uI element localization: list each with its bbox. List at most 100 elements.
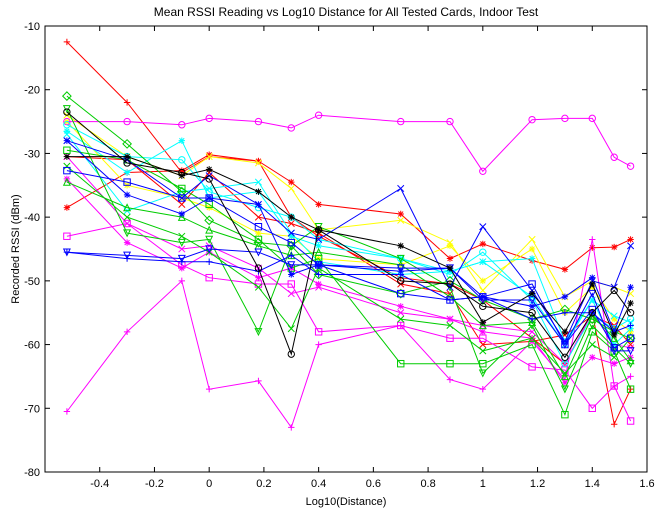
data-point [479, 328, 487, 336]
data-point [63, 248, 71, 256]
data-point [288, 271, 295, 278]
data-point [288, 178, 295, 186]
data-point [123, 229, 132, 238]
data-point [589, 244, 596, 251]
data-point [255, 274, 262, 281]
y-tick-label: -10 [24, 21, 40, 33]
data-point [205, 175, 213, 183]
data-point [589, 280, 596, 288]
data-point [205, 153, 213, 161]
data-point [287, 219, 295, 228]
data-point [287, 124, 295, 132]
data-point [204, 215, 215, 226]
data-point [446, 264, 454, 272]
data-point [561, 309, 569, 316]
x-tick-label: 0.2 [256, 478, 271, 490]
data-point [205, 245, 214, 254]
data-point [287, 325, 295, 333]
data-point [626, 385, 635, 393]
data-point [479, 302, 487, 311]
data-point [528, 290, 536, 297]
data-point [528, 340, 536, 349]
data-point [446, 117, 454, 126]
data-point [610, 153, 618, 161]
data-point [123, 219, 131, 228]
data-point [560, 372, 569, 381]
data-point [123, 239, 131, 246]
y-tick-label: -40 [24, 212, 40, 224]
data-point [397, 216, 405, 224]
data-point [479, 341, 487, 349]
x-tick-label: 0.6 [366, 478, 381, 490]
data-point [610, 312, 618, 320]
data-point [589, 354, 596, 361]
data-point [528, 317, 537, 326]
data-point [63, 204, 71, 211]
data-point [314, 247, 323, 256]
data-point [123, 219, 131, 228]
data-point [446, 296, 454, 304]
data-point [63, 166, 71, 175]
data-point [446, 255, 454, 262]
x-tick-label: -0.4 [90, 478, 109, 490]
x-tick-label: -0.2 [145, 478, 164, 490]
data-point [627, 242, 635, 250]
data-point [626, 334, 635, 342]
data-point [479, 319, 487, 326]
data-point [177, 212, 186, 221]
data-point [123, 203, 132, 212]
data-point [255, 188, 262, 195]
data-point [528, 115, 536, 124]
data-point [288, 233, 295, 240]
data-point [561, 410, 569, 419]
data-point [397, 117, 405, 126]
data-point [589, 236, 596, 243]
data-point [610, 243, 618, 251]
data-point [446, 359, 454, 368]
data-point [315, 226, 322, 234]
data-point [178, 277, 186, 285]
data-point [288, 424, 295, 431]
data-point [589, 274, 596, 281]
data-point [560, 340, 569, 349]
data-point [626, 162, 635, 170]
data-point [315, 242, 322, 250]
data-point [123, 328, 131, 336]
data-point [479, 347, 487, 355]
data-point [205, 114, 213, 123]
data-point [528, 309, 536, 317]
x-tick-label: 0 [206, 478, 212, 490]
data-point [255, 377, 262, 385]
data-point [254, 248, 263, 257]
y-tick-label: -80 [24, 467, 40, 479]
data-point [287, 229, 295, 237]
data-point [61, 91, 72, 101]
data-point [445, 275, 455, 286]
data-point [314, 328, 323, 336]
data-point [478, 321, 487, 330]
data-point [610, 333, 619, 342]
data-point [397, 184, 405, 193]
data-point [205, 194, 213, 202]
data-point [178, 121, 186, 129]
series-line [66, 248, 631, 352]
data-point [588, 289, 597, 298]
plot-area [44, 25, 648, 473]
data-point [610, 353, 618, 361]
data-point [315, 280, 322, 288]
data-point [627, 373, 634, 380]
data-point [446, 315, 454, 323]
data-point [254, 264, 263, 272]
data-point [63, 162, 71, 170]
data-point [254, 223, 263, 231]
data-point [588, 114, 596, 123]
data-point [610, 347, 619, 356]
data-point [254, 178, 262, 186]
data-point [479, 258, 487, 266]
data-point [446, 376, 454, 383]
data-point [123, 213, 131, 221]
data-point [528, 334, 536, 342]
data-point [627, 290, 635, 298]
data-point [528, 363, 536, 371]
